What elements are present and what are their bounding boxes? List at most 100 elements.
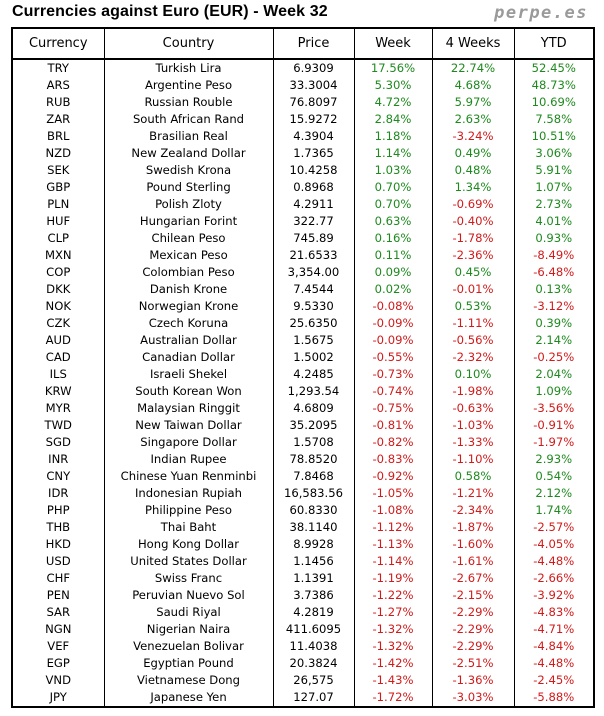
brand-logo: perpe.es: [494, 3, 588, 23]
week-change-cell: 2.84%: [353, 111, 432, 128]
currency-code-cell: JPY: [49, 690, 67, 704]
currency-code-cell: NOK: [45, 299, 71, 313]
price-cell: 1.7365: [272, 145, 354, 162]
price-cell: 4.3904: [272, 128, 354, 145]
price-cell: 1.5708: [272, 434, 354, 451]
four-weeks-change-cell: -3.03%: [431, 689, 514, 707]
week-change-cell: -1.32%: [353, 638, 432, 655]
country-cell: Indonesian Rupiah: [103, 485, 273, 502]
ytd-change-cell: 2.93%: [513, 451, 594, 468]
four-weeks-change-cell: -0.56%: [431, 332, 514, 349]
week-change-cell: -1.12%: [353, 519, 432, 536]
country-cell: Nigerian Naira: [103, 621, 273, 638]
week-change-cell: -0.74%: [353, 383, 432, 400]
week-change-cell: -0.73%: [353, 366, 432, 383]
week-change-cell: 0.11%: [353, 247, 432, 264]
four-weeks-change-cell: 2.63%: [431, 111, 514, 128]
country-cell: Turkish Lira: [103, 59, 273, 77]
country-cell: Vietnamese Dong: [103, 672, 273, 689]
currency-code-cell: CAD: [45, 350, 71, 364]
currency-code-cell: ILS: [49, 367, 67, 381]
country-cell: New Taiwan Dollar: [103, 417, 273, 434]
price-cell: 4.6809: [272, 400, 354, 417]
table-header-row: Currency Country Price Week 4 Weeks YTD: [12, 28, 594, 60]
ytd-change-cell: -4.71%: [513, 621, 594, 638]
week-change-cell: -1.14%: [353, 553, 432, 570]
price-cell: 25.6350: [272, 315, 354, 332]
country-cell: Pound Sterling: [103, 179, 273, 196]
week-change-cell: -1.05%: [353, 485, 432, 502]
price-cell: 7.4544: [272, 281, 354, 298]
price-cell: 8.9928: [272, 536, 354, 553]
country-cell: Chilean Peso: [103, 230, 273, 247]
table-row: TWD New Taiwan Dollar 35.2095 -0.81% -1.03% -…: [12, 417, 594, 434]
country-cell: Czech Koruna: [103, 315, 273, 332]
country-cell: Chinese Yuan Renminbi: [103, 468, 273, 485]
currency-code-cell: IDR: [48, 486, 69, 500]
week-change-cell: 0.02%: [353, 281, 432, 298]
price-cell: 3.7386: [272, 587, 354, 604]
ytd-change-cell: 1.07%: [513, 179, 594, 196]
four-weeks-change-cell: -1.33%: [431, 434, 514, 451]
ytd-change-cell: -0.91%: [513, 417, 594, 434]
table-row: EGP Egyptian Pound 20.3824 -1.42% -2.51% -4.4…: [12, 655, 594, 672]
week-change-cell: 0.70%: [353, 196, 432, 213]
column-header-4-weeks: 4 Weeks: [431, 28, 514, 60]
currency-code-cell: COP: [46, 265, 71, 279]
price-cell: 7.8468: [272, 468, 354, 485]
week-change-cell: -1.72%: [353, 689, 432, 707]
country-cell: Russian Rouble: [103, 94, 273, 111]
country-cell: Polish Zloty: [103, 196, 273, 213]
ytd-change-cell: -3.12%: [513, 298, 594, 315]
currency-code-cell: CNY: [46, 469, 71, 483]
four-weeks-change-cell: -2.34%: [431, 502, 514, 519]
currency-code-cell: USD: [45, 554, 71, 568]
week-change-cell: -0.92%: [353, 468, 432, 485]
table-row: DKK Danish Krone 7.4544 0.02% -0.01% 0.13%: [12, 281, 594, 298]
four-weeks-change-cell: 22.74%: [431, 59, 514, 77]
week-change-cell: 1.18%: [353, 128, 432, 145]
table-row: CNY Chinese Yuan Renminbi 7.8468 -0.92% 0.58…: [12, 468, 594, 485]
currency-code-cell: MYR: [45, 401, 71, 415]
ytd-change-cell: 48.73%: [513, 77, 594, 94]
week-change-cell: 0.63%: [353, 213, 432, 230]
country-cell: Japanese Yen: [103, 689, 273, 707]
four-weeks-change-cell: -1.98%: [431, 383, 514, 400]
currency-code-cell: NGN: [45, 622, 72, 636]
four-weeks-change-cell: -2.29%: [431, 604, 514, 621]
column-header-ytd: YTD: [513, 28, 594, 60]
table-row: ILS Israeli Shekel 4.2485 -0.73% 0.10% 2.04%: [12, 366, 594, 383]
country-cell: Venezuelan Bolivar: [103, 638, 273, 655]
ytd-change-cell: -0.25%: [513, 349, 594, 366]
table-row: PLN Polish Zloty 4.2911 0.70% -0.69% 2.73%: [12, 196, 594, 213]
week-change-cell: -0.83%: [353, 451, 432, 468]
table-row: TRY Turkish Lira 6.9309 17.56% 22.74% 52.45%: [12, 59, 594, 77]
price-cell: 1.1391: [272, 570, 354, 587]
country-cell: Canadian Dollar: [103, 349, 273, 366]
four-weeks-change-cell: 0.10%: [431, 366, 514, 383]
week-change-cell: -1.27%: [353, 604, 432, 621]
four-weeks-change-cell: 5.97%: [431, 94, 514, 111]
price-cell: 20.3824: [272, 655, 354, 672]
country-cell: Swiss Franc: [103, 570, 273, 587]
week-change-cell: -0.82%: [353, 434, 432, 451]
week-change-cell: -0.09%: [353, 315, 432, 332]
currency-code-cell: TRY: [47, 61, 69, 75]
four-weeks-change-cell: -1.03%: [431, 417, 514, 434]
price-cell: 60.8330: [272, 502, 354, 519]
four-weeks-change-cell: 1.34%: [431, 179, 514, 196]
four-weeks-change-cell: 0.45%: [431, 264, 514, 281]
ytd-change-cell: 3.06%: [513, 145, 594, 162]
currency-code-cell: PEN: [46, 588, 70, 602]
ytd-change-cell: 52.45%: [513, 59, 594, 77]
currency-code-cell: MXN: [44, 248, 72, 262]
week-change-cell: 5.30%: [353, 77, 432, 94]
week-change-cell: 0.70%: [353, 179, 432, 196]
table-row: JPY Japanese Yen 127.07 -1.72% -3.03% -5.88%: [12, 689, 594, 707]
ytd-change-cell: 2.14%: [513, 332, 594, 349]
week-change-cell: -0.08%: [353, 298, 432, 315]
table-row: IDR Indonesian Rupiah 16,583.56 -1.05% -1.21…: [12, 485, 594, 502]
price-cell: 4.2911: [272, 196, 354, 213]
country-cell: Thai Baht: [103, 519, 273, 536]
price-cell: 15.9272: [272, 111, 354, 128]
